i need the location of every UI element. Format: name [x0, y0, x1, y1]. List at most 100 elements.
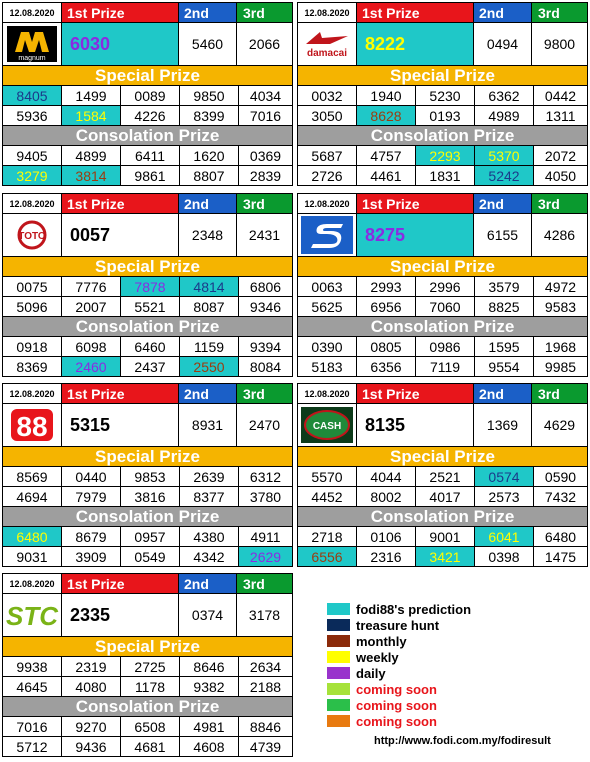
consolation-prize-number: 9554 [475, 357, 534, 376]
special-prize-number: 9583 [534, 297, 587, 316]
svg-text:magnum: magnum [18, 55, 45, 62]
special-prize-row: 5936 1584 4226 8399 7016 [3, 105, 292, 125]
special-prize-number: 8377 [180, 487, 239, 506]
special-prize-number: 2188 [239, 677, 292, 696]
special-prize-row: 4694 7979 3816 8377 3780 [3, 486, 292, 506]
source-url-link[interactable]: http://www.fodi.com.my/fodiresult [374, 735, 551, 747]
special-prize-heading: Special Prize [3, 65, 292, 85]
consolation-prize-number: 6480 [3, 527, 62, 546]
panel-header: 12.08.2020 1st Prize 2nd 3rd [298, 3, 587, 22]
special-prize-number: 2521 [416, 467, 475, 486]
draw-date: 12.08.2020 [3, 574, 62, 593]
consolation-prize-number: 6460 [121, 337, 180, 356]
special-prize-number: 4989 [475, 106, 534, 125]
consolation-prize-number: 6041 [475, 527, 534, 546]
top-prizes-row: 8275 6155 4286 [298, 213, 587, 256]
consolation-prize-row: 6556 2316 3421 0398 1475 [298, 546, 587, 566]
special-prize-number: 6956 [357, 297, 416, 316]
consolation-prize-number: 9394 [239, 337, 292, 356]
consolation-prize-number: 1831 [416, 166, 475, 185]
special-prize-number: 2319 [62, 657, 121, 676]
consolation-prize-number: 4911 [239, 527, 292, 546]
special-prize-number: 9382 [180, 677, 239, 696]
special-prize-number: 9853 [121, 467, 180, 486]
second-prize-label: 2nd [179, 384, 237, 403]
consolation-prize-row: 5712 9436 4681 4608 4739 [3, 736, 292, 756]
special-prize-number: 0574 [475, 467, 534, 486]
special-prize-number: 8628 [357, 106, 416, 125]
special-prize-number: 4694 [3, 487, 62, 506]
consolation-prize-number: 5370 [475, 146, 534, 165]
consolation-prize-number: 8807 [180, 166, 239, 185]
result-panel-sandakan: 12.08.2020 1st Prize 2nd 3rd 88 5315 8931 2470 S… [2, 383, 293, 567]
consolation-prize-number: 0390 [298, 337, 357, 356]
panel-header: 12.08.2020 1st Prize 2nd 3rd [298, 384, 587, 403]
consolation-prize-number: 9861 [121, 166, 180, 185]
panel-header: 12.08.2020 1st Prize 2nd 3rd [3, 194, 292, 213]
special-prize-number: 2573 [475, 487, 534, 506]
consolation-prize-number: 2629 [239, 547, 292, 566]
consolation-prize-number: 2718 [298, 527, 357, 546]
second-prize-number: 8931 [179, 404, 237, 446]
special-prize-number: 8399 [180, 106, 239, 125]
consolation-prize-number: 0986 [416, 337, 475, 356]
consolation-prize-number: 0369 [239, 146, 292, 165]
draw-date: 12.08.2020 [298, 384, 357, 403]
special-prize-number: 0089 [121, 86, 180, 105]
damacai-logo: damacai [298, 23, 357, 65]
consolation-prize-number: 4608 [180, 737, 239, 756]
second-prize-label: 2nd [179, 574, 237, 593]
special-prize-number: 0193 [416, 106, 475, 125]
special-prize-number: 4044 [357, 467, 416, 486]
consolation-prize-number: 4981 [180, 717, 239, 736]
special-prize-number: 5096 [3, 297, 62, 316]
result-panel-cash: 12.08.2020 1st Prize 2nd 3rd CASH 8135 1369 462… [297, 383, 588, 567]
consolation-prize-number: 6356 [357, 357, 416, 376]
special-prize-number: 2639 [180, 467, 239, 486]
consolation-prize-number: 8084 [239, 357, 292, 376]
consolation-prize-number: 4681 [121, 737, 180, 756]
first-prize-label: 1st Prize [62, 194, 179, 213]
special-prize-number: 8087 [180, 297, 239, 316]
first-prize-label: 1st Prize [357, 384, 474, 403]
consolation-prize-row: 0918 6098 6460 1159 9394 [3, 336, 292, 356]
special-prize-number: 0063 [298, 277, 357, 296]
third-prize-label: 3rd [237, 384, 292, 403]
special-prize-row: 9938 2319 2725 8646 2634 [3, 656, 292, 676]
consolation-prize-number: 3814 [62, 166, 121, 185]
special-prize-row: 4452 8002 4017 2573 7432 [298, 486, 587, 506]
special-prize-number: 4080 [62, 677, 121, 696]
consolation-prize-row: 6480 8679 0957 4380 4911 [3, 526, 292, 546]
legend-swatch [327, 715, 350, 727]
special-prize-number: 8405 [3, 86, 62, 105]
magnum-logo: magnum [3, 23, 62, 65]
consolation-prize-row: 7016 9270 6508 4981 8846 [3, 716, 292, 736]
special-prize-number: 5521 [121, 297, 180, 316]
second-prize-label: 2nd [179, 3, 237, 22]
legend-item: monthly [327, 633, 471, 649]
first-prize-label: 1st Prize [62, 384, 179, 403]
sabah-logo [298, 214, 357, 256]
consolation-prize-heading: Consolation Prize [298, 125, 587, 145]
result-panel-stc: 12.08.2020 1st Prize 2nd 3rd STC 2335 0374 3178… [2, 573, 293, 757]
special-prize-number: 2996 [416, 277, 475, 296]
consolation-prize-row: 9405 4899 6411 1620 0369 [3, 145, 292, 165]
special-prize-number: 5625 [298, 297, 357, 316]
legend-label: coming soon [356, 697, 437, 713]
second-prize-number: 1369 [474, 404, 532, 446]
consolation-prize-number: 9405 [3, 146, 62, 165]
panel-header: 12.08.2020 1st Prize 2nd 3rd [298, 194, 587, 213]
special-prize-number: 4814 [180, 277, 239, 296]
special-prize-row: 5570 4044 2521 0574 0590 [298, 466, 587, 486]
top-prizes-row: STC 2335 0374 3178 [3, 593, 292, 636]
consolation-prize-number: 9270 [62, 717, 121, 736]
legend: fodi88's prediction treasure hunt monthl… [327, 601, 471, 729]
second-prize-label: 2nd [474, 3, 532, 22]
third-prize-number: 2470 [237, 404, 292, 446]
consolation-prize-number: 4899 [62, 146, 121, 165]
top-prizes-row: TOTO 0057 2348 2431 [3, 213, 292, 256]
first-prize-number: 5315 [62, 404, 179, 446]
draw-date: 12.08.2020 [298, 3, 357, 22]
consolation-prize-number: 0398 [475, 547, 534, 566]
special-prize-number: 0590 [534, 467, 587, 486]
